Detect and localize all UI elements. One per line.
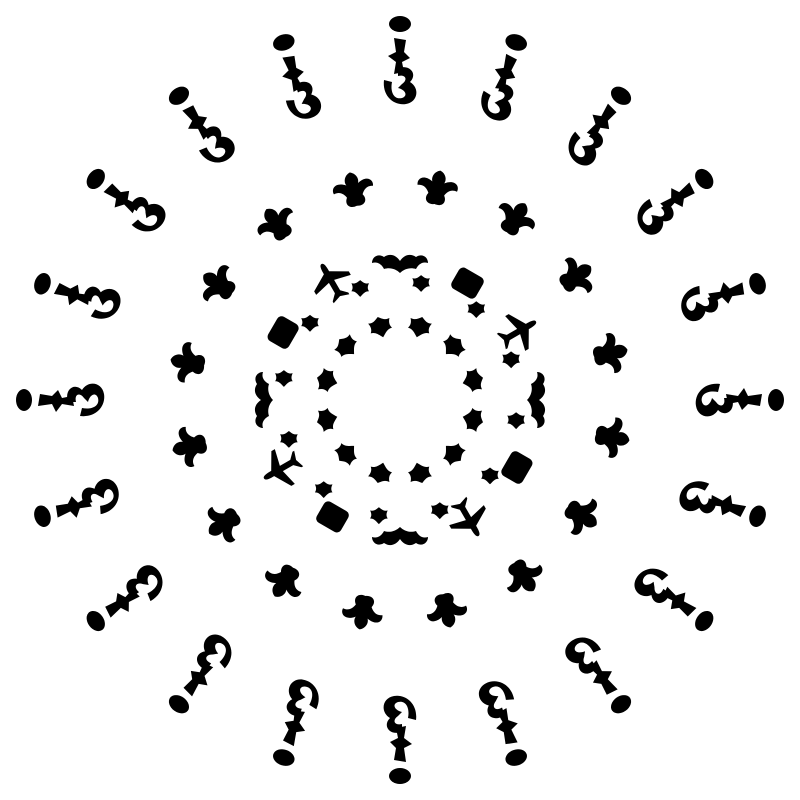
- glyph-cluster-motif: [478, 681, 527, 766]
- bird-motif: [172, 426, 207, 468]
- flower-star-motif: [370, 507, 388, 525]
- flower-star-motif: [301, 314, 319, 332]
- glyph-cluster-motif: [86, 168, 166, 232]
- bird-motif: [559, 257, 593, 294]
- glyph-cluster-motif: [168, 634, 232, 714]
- square-motif: [316, 501, 349, 533]
- bird-motif: [564, 498, 598, 535]
- glyph-cluster-motif: [565, 637, 632, 714]
- flower-star-motif: [507, 412, 525, 430]
- bat-motif: [372, 527, 428, 546]
- bat-motif: [372, 254, 428, 273]
- flower-star-motif: [443, 443, 466, 466]
- square-motif: [501, 451, 533, 484]
- bat-motif: [527, 372, 546, 428]
- glyph-cluster-motif: [481, 34, 527, 121]
- bird-motif: [506, 559, 543, 593]
- flower-star-motif: [280, 431, 298, 448]
- inner-flower-ring: [275, 275, 525, 525]
- bird-motif: [594, 417, 630, 458]
- plane-motif: [496, 314, 537, 351]
- middle-shape-ring: [254, 254, 546, 546]
- bird-motif: [332, 172, 374, 207]
- glyph-cluster-motif: [273, 679, 319, 766]
- glyph-cluster-motif: [34, 273, 121, 319]
- glyph-cluster-motif: [568, 86, 632, 166]
- glyph-cluster-motif: [16, 383, 105, 417]
- flower-star-motif: [407, 462, 432, 484]
- plane-motif: [449, 496, 486, 537]
- bird-motif: [265, 564, 302, 598]
- flower-star-motif: [334, 334, 357, 357]
- glyph-cluster-motif: [34, 478, 119, 527]
- glyph-cluster-motif: [273, 34, 322, 119]
- glyph-cluster-motif: [383, 16, 417, 105]
- flower-star-motif: [412, 275, 430, 292]
- flower-star-motif: [467, 301, 486, 318]
- flower-star-motif: [368, 316, 393, 338]
- flower-star-motif: [275, 370, 293, 387]
- flower-star-motif: [368, 462, 393, 484]
- glyph-cluster-motif: [634, 568, 714, 632]
- bird-motif: [417, 170, 458, 206]
- glyph-cluster-motif: [695, 383, 784, 417]
- bird-motif: [426, 593, 468, 628]
- flower-star-motif: [431, 502, 449, 520]
- flower-star-motif: [334, 443, 357, 466]
- bird-motif: [257, 207, 294, 241]
- outer-glyph-ring: [16, 16, 784, 784]
- bird-ring: [170, 170, 630, 630]
- glyph-cluster-motif: [679, 481, 766, 527]
- glyph-cluster-motif: [86, 565, 163, 632]
- flower-star-motif: [462, 407, 484, 432]
- bird-motif: [342, 594, 383, 630]
- square-motif: [451, 267, 484, 299]
- bird-motif: [207, 506, 241, 543]
- flower-star-motif: [316, 368, 338, 393]
- bat-motif: [254, 372, 273, 428]
- glyph-cluster-motif: [383, 695, 417, 784]
- flower-star-motif: [481, 467, 499, 485]
- square-motif: [267, 316, 299, 349]
- glyph-cluster-motif: [681, 273, 766, 322]
- plane-motif: [314, 263, 351, 304]
- glyph-cluster-motif: [637, 168, 714, 235]
- bird-motif: [170, 342, 206, 383]
- glyph-cluster-motif: [168, 86, 235, 163]
- flower-star-motif: [462, 368, 484, 393]
- bird-motif: [593, 332, 628, 374]
- plane-motif: [263, 449, 304, 486]
- flower-star-motif: [316, 407, 338, 432]
- flower-star-motif: [351, 280, 369, 297]
- flower-star-motif: [502, 351, 520, 369]
- flower-star-motif: [443, 334, 466, 357]
- bird-motif: [498, 202, 535, 236]
- flower-star-motif: [314, 481, 333, 498]
- flower-star-motif: [407, 316, 432, 338]
- bird-motif: [202, 265, 236, 302]
